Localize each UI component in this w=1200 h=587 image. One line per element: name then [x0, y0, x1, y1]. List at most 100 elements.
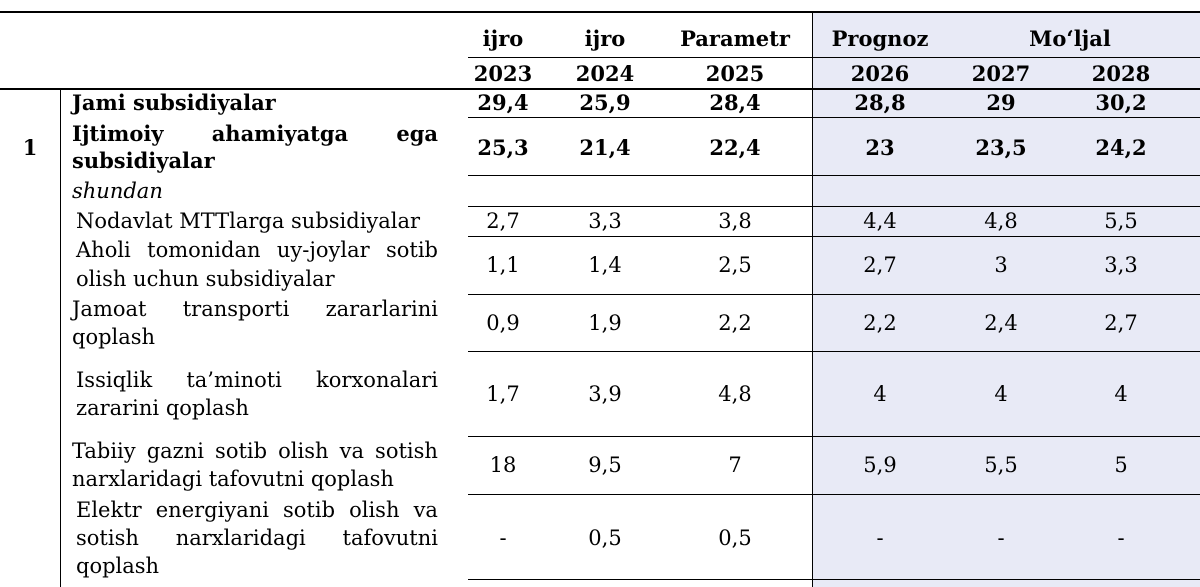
- word: tomonidan: [147, 238, 261, 262]
- label-issiqlik-line1: Issiqlik ta’minoti korxonalari: [76, 368, 438, 392]
- label-ijtimoiy-line2: subsidiyalar: [72, 148, 215, 173]
- label-jamoat-line1: Jamoat transporti zararlarini: [72, 297, 438, 321]
- value-cell: 23: [865, 135, 895, 160]
- label-jamoat-line2: qoplash: [72, 325, 156, 349]
- value-cell: 1,7: [486, 382, 520, 406]
- value-cell: 29,4: [477, 90, 529, 115]
- word: zararlarini: [325, 297, 438, 321]
- value-cell: 2,5: [718, 253, 752, 277]
- value-cell: 25,9: [579, 90, 631, 115]
- value-cell: 2,7: [486, 209, 520, 233]
- value-cell: 3,9: [588, 382, 622, 406]
- value-cell: -: [1117, 526, 1125, 550]
- label-aholi-line2: olish uchun subsidiyalar: [76, 267, 335, 291]
- value-cell: 9,5: [588, 453, 622, 477]
- value-cell: 4: [1114, 382, 1128, 406]
- header-ijro-2023: ijro: [482, 26, 524, 51]
- value-cell: 28,4: [709, 90, 761, 115]
- word: Jamoat: [72, 297, 147, 321]
- value-cell: 7: [728, 453, 742, 477]
- word: korxonalari: [316, 368, 438, 392]
- label-shundan: shundan: [72, 179, 163, 203]
- rule-top: [0, 11, 1200, 13]
- value-cell: 24,2: [1095, 135, 1147, 160]
- rule-header-bottom: [0, 88, 1200, 90]
- value-cell: 1,1: [486, 253, 520, 277]
- value-cell: 25,3: [477, 135, 529, 160]
- year-2027: 2027: [971, 61, 1031, 86]
- value-cell: -: [499, 526, 507, 550]
- rule-years-sep: [468, 57, 1200, 58]
- rule-row5: [468, 294, 1200, 295]
- word: sotish: [76, 526, 139, 550]
- header-parametr: Parametr: [680, 26, 790, 51]
- header-ijro-2024: ijro: [584, 26, 626, 51]
- header-prognoz: Prognoz: [831, 26, 929, 51]
- value-cell: 22,4: [709, 135, 761, 160]
- word: va: [413, 498, 438, 522]
- value-cell: 3,8: [718, 209, 752, 233]
- word: olish: [349, 498, 400, 522]
- word: ega: [396, 121, 438, 146]
- word: Issiqlik: [76, 368, 153, 392]
- value-cell: 4,8: [984, 209, 1018, 233]
- value-cell: 0,5: [588, 526, 622, 550]
- word: Aholi: [76, 238, 131, 262]
- label-jami: Jami subsidiyalar: [72, 90, 276, 115]
- value-cell: 2,2: [718, 311, 752, 335]
- value-cell: 18: [489, 453, 517, 477]
- label-tabiiy-line1: Tabiiy gazni sotib olish va sotish: [72, 439, 438, 463]
- year-2025: 2025: [705, 61, 765, 86]
- rule-row9: [468, 579, 1200, 580]
- label-tabiiy-line2: narxlaridagi tafovutni qoplash: [72, 467, 394, 491]
- label-elektr-line3: qoplash: [76, 554, 160, 578]
- label-aholi-line1: Aholi tomonidan uy-joylar sotib: [76, 238, 438, 262]
- value-cell: 5,5: [984, 453, 1018, 477]
- value-cell: 0,9: [486, 311, 520, 335]
- forecast-shading: [812, 12, 1200, 587]
- vrule-number-col: [60, 89, 61, 587]
- value-cell: 2,7: [1104, 311, 1138, 335]
- value-cell: -: [997, 526, 1005, 550]
- vrule-forecast: [812, 12, 813, 587]
- word: uy-joylar: [276, 238, 370, 262]
- rule-row1: [468, 117, 1200, 118]
- word: transporti: [182, 297, 290, 321]
- value-cell: 5: [1114, 453, 1128, 477]
- value-cell: 5,9: [863, 453, 897, 477]
- word: sotib: [215, 439, 268, 463]
- value-cell: 3,3: [588, 209, 622, 233]
- value-cell: 4: [994, 382, 1008, 406]
- value-cell: 28,8: [854, 90, 906, 115]
- row-number: 1: [22, 135, 38, 160]
- value-cell: 0,5: [718, 526, 752, 550]
- year-2026: 2026: [850, 61, 910, 86]
- word: ta’minoti: [186, 368, 282, 392]
- rule-row2: [468, 175, 1200, 176]
- word: Elektr: [76, 498, 142, 522]
- word: energiyani: [155, 498, 269, 522]
- year-2023: 2023: [473, 61, 533, 86]
- word: va: [339, 439, 364, 463]
- rule-row6: [468, 351, 1200, 352]
- rule-row3: [468, 206, 1200, 207]
- header-moljal: Mo‘ljal: [1029, 26, 1111, 51]
- value-cell: 1,9: [588, 311, 622, 335]
- label-issiqlik-line2: zararini qoplash: [76, 396, 249, 420]
- rule-row4: [468, 236, 1200, 237]
- rule-row8: [468, 494, 1200, 495]
- label-ijtimoiy-line1: Ijtimoiy ahamiyatga ega: [72, 122, 438, 146]
- word: olish: [278, 439, 329, 463]
- value-cell: 1,4: [588, 253, 622, 277]
- value-cell: 29: [986, 90, 1016, 115]
- label-nodavlat: Nodavlat MTTlarga subsidiyalar: [76, 209, 421, 233]
- value-cell: 21,4: [579, 135, 631, 160]
- value-cell: 4: [873, 382, 887, 406]
- rule-row7: [468, 436, 1200, 437]
- value-cell: -: [876, 526, 884, 550]
- value-cell: 4,4: [863, 209, 897, 233]
- value-cell: 23,5: [975, 135, 1027, 160]
- word: tafovutni: [342, 526, 438, 550]
- label-elektr-line1: Elektr energiyani sotib olish va: [76, 498, 438, 522]
- label-elektr-line2: sotish narxlaridagi tafovutni: [76, 526, 438, 550]
